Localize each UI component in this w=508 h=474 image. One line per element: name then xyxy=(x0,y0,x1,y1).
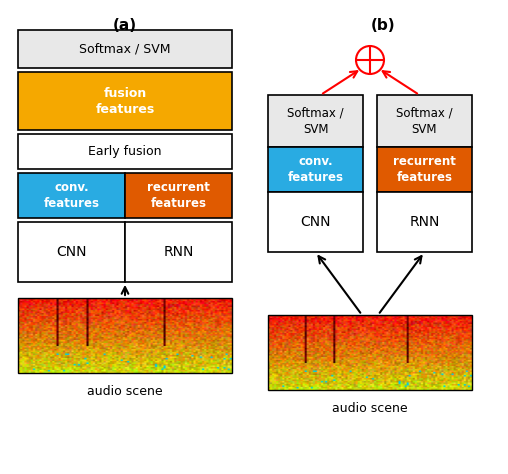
Text: RNN: RNN xyxy=(409,215,440,229)
Bar xyxy=(18,30,232,68)
Text: audio scene: audio scene xyxy=(332,402,408,415)
Text: CNN: CNN xyxy=(56,245,87,259)
Text: CNN: CNN xyxy=(300,215,331,229)
Bar xyxy=(18,134,232,169)
Bar xyxy=(18,173,125,218)
Text: conv.
features: conv. features xyxy=(44,181,100,210)
Bar xyxy=(18,72,232,130)
Text: RNN: RNN xyxy=(163,245,194,259)
Bar xyxy=(268,95,363,147)
Bar xyxy=(18,298,232,373)
Text: (a): (a) xyxy=(113,18,137,33)
Circle shape xyxy=(356,46,384,74)
Bar xyxy=(377,95,472,147)
Text: Softmax / SVM: Softmax / SVM xyxy=(79,43,171,55)
Bar xyxy=(268,147,363,192)
Text: Early fusion: Early fusion xyxy=(88,145,162,158)
Bar xyxy=(377,147,472,192)
Bar xyxy=(377,192,472,252)
Bar xyxy=(125,222,232,282)
Bar xyxy=(125,173,232,218)
Text: Softmax /
SVM: Softmax / SVM xyxy=(396,107,453,136)
Bar xyxy=(268,192,363,252)
Text: conv.
features: conv. features xyxy=(288,155,343,184)
Text: (b): (b) xyxy=(371,18,395,33)
Bar xyxy=(268,315,472,390)
Text: recurrent
features: recurrent features xyxy=(147,181,210,210)
Text: audio scene: audio scene xyxy=(87,385,163,398)
Bar xyxy=(18,222,125,282)
Text: fusion
features: fusion features xyxy=(96,86,154,116)
Text: Softmax /
SVM: Softmax / SVM xyxy=(287,107,344,136)
Text: recurrent
features: recurrent features xyxy=(393,155,456,184)
